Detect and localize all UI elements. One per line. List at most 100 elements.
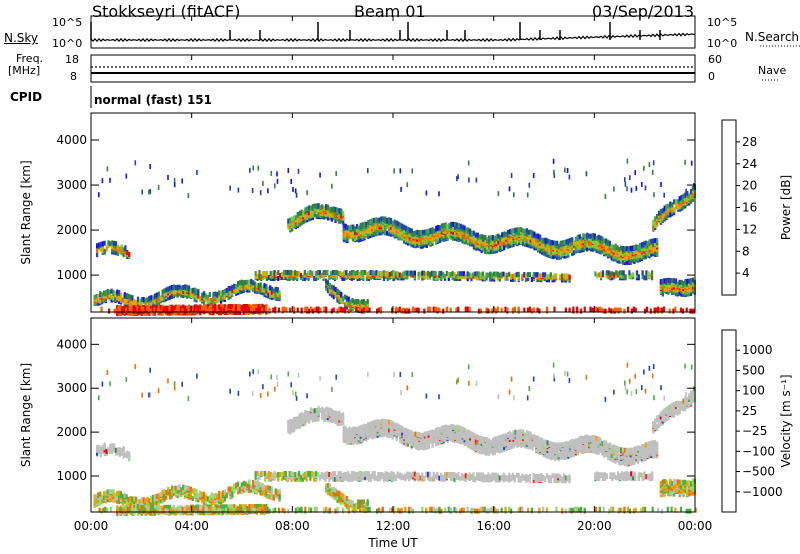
velocity-cell	[136, 499, 140, 504]
power-cell	[534, 272, 537, 278]
velocity-cell	[142, 497, 145, 503]
power-cell	[311, 211, 314, 216]
power-cell	[316, 273, 320, 278]
power-cell	[518, 227, 521, 233]
power-cell	[553, 273, 556, 279]
power-cell	[529, 232, 532, 238]
power-cell	[397, 221, 400, 227]
power-cell	[330, 216, 333, 222]
velocity-cell	[195, 491, 198, 497]
power-cell	[212, 291, 215, 297]
power-cell	[528, 272, 532, 278]
velocity-cell	[180, 487, 183, 493]
power-cell	[420, 236, 423, 242]
velocity-cell	[252, 483, 255, 489]
power-cell	[679, 307, 683, 313]
power-cell	[278, 290, 281, 296]
power-cell	[484, 239, 487, 245]
velocity-cell	[107, 446, 110, 452]
power-cell	[455, 222, 459, 228]
power-cell	[343, 270, 346, 275]
power-cell	[433, 235, 436, 241]
power-cell	[648, 239, 651, 245]
power-cell	[530, 277, 533, 282]
power-cell	[101, 241, 104, 247]
power-cell	[349, 271, 352, 276]
power-cell	[586, 245, 589, 251]
power-cell	[583, 306, 586, 312]
power-cell	[269, 289, 272, 295]
power-cell	[528, 306, 532, 312]
power-cell	[173, 177, 176, 183]
power-cell	[423, 308, 426, 314]
power-cell	[233, 283, 236, 289]
power-cell	[206, 304, 209, 310]
power-cell	[611, 271, 614, 277]
power-cell	[155, 292, 158, 298]
velocity-cell	[122, 445, 125, 451]
power-cell	[656, 214, 659, 219]
power-cell	[360, 308, 364, 314]
power-cell	[442, 271, 445, 277]
power-cell	[578, 234, 581, 240]
power-cell	[293, 306, 296, 312]
power-cell	[367, 223, 370, 228]
power-cell	[669, 201, 672, 207]
power-cell	[97, 242, 101, 248]
power-cell	[116, 289, 119, 295]
power-cell	[110, 297, 113, 303]
power-cell	[104, 290, 107, 296]
power-cell	[604, 193, 607, 199]
power-cell	[474, 271, 477, 277]
velocity-cell	[152, 494, 155, 500]
power-cell	[364, 270, 367, 275]
power-cell	[167, 305, 170, 311]
power-cell	[576, 234, 579, 240]
power-cell	[255, 289, 258, 295]
power-cell	[571, 248, 574, 254]
power-cell	[406, 182, 409, 188]
power-cell	[302, 210, 305, 216]
velocity-cell	[242, 480, 245, 486]
power-cell	[457, 271, 460, 277]
power-cell	[523, 228, 527, 234]
velocity-cell	[96, 450, 99, 456]
power-cell	[173, 182, 176, 188]
power-cell	[489, 248, 493, 254]
power-cell	[552, 254, 555, 260]
power-cell	[449, 307, 452, 313]
velocity-cell	[195, 489, 198, 494]
power-cell	[180, 285, 183, 291]
power-cell	[357, 302, 360, 308]
power-cell	[272, 307, 275, 313]
power-cell	[285, 307, 288, 313]
power-cell	[259, 190, 262, 196]
power-cell	[591, 242, 594, 248]
power-cell	[484, 246, 487, 251]
velocity-cell	[176, 485, 179, 491]
power-cell	[553, 173, 556, 178]
power-cell	[421, 229, 425, 235]
power-cell	[615, 270, 618, 276]
power-cell	[657, 306, 660, 312]
power-cell	[129, 294, 132, 300]
power-cell	[674, 306, 677, 312]
power-cell	[114, 250, 118, 256]
power-cell	[510, 273, 513, 279]
power-cell	[172, 284, 175, 290]
velocity-cell	[116, 494, 119, 500]
power-cell	[511, 276, 515, 282]
velocity-cell	[114, 450, 118, 456]
power-cell	[220, 298, 223, 304]
velocity-cell	[99, 451, 102, 457]
power-cell	[362, 270, 365, 275]
power-cell	[428, 306, 432, 312]
power-cell	[654, 250, 657, 255]
power-cell	[521, 274, 524, 279]
power-cell	[122, 252, 125, 258]
power-cell	[444, 233, 447, 239]
power-cell	[332, 307, 335, 313]
power-cell	[347, 273, 350, 278]
power-cell	[607, 270, 610, 276]
power-cell	[174, 308, 177, 314]
